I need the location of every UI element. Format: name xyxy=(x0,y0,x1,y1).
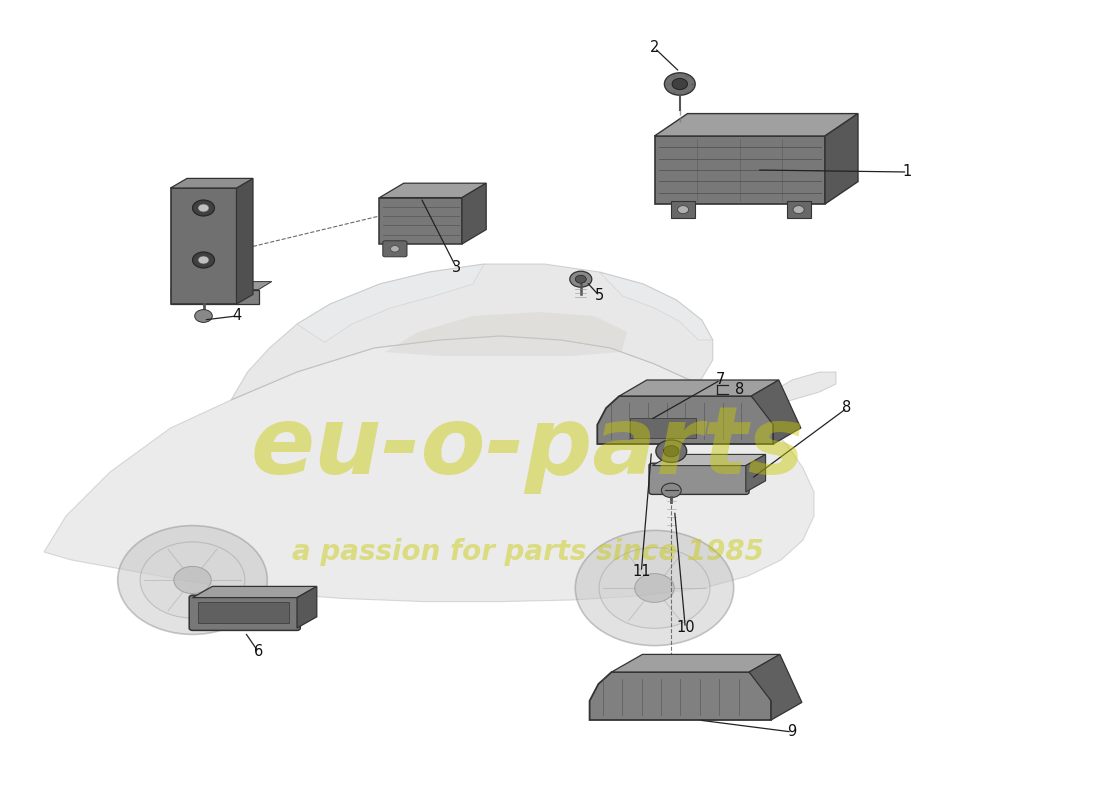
Text: 6: 6 xyxy=(254,645,263,659)
Polygon shape xyxy=(170,282,272,290)
Polygon shape xyxy=(192,586,317,598)
Text: 7: 7 xyxy=(716,373,725,387)
FancyBboxPatch shape xyxy=(170,188,236,304)
Circle shape xyxy=(192,200,215,216)
Polygon shape xyxy=(385,312,627,356)
Polygon shape xyxy=(297,586,317,628)
Circle shape xyxy=(656,440,686,462)
Circle shape xyxy=(575,530,734,646)
Polygon shape xyxy=(612,654,780,672)
Circle shape xyxy=(195,310,212,322)
Text: 4: 4 xyxy=(232,309,241,323)
Circle shape xyxy=(570,271,592,287)
Circle shape xyxy=(192,252,215,268)
Text: 9: 9 xyxy=(788,725,796,739)
FancyBboxPatch shape xyxy=(630,418,696,438)
FancyBboxPatch shape xyxy=(383,241,407,257)
Polygon shape xyxy=(746,454,766,492)
Circle shape xyxy=(140,542,245,618)
Text: 3: 3 xyxy=(452,261,461,275)
Text: 10: 10 xyxy=(676,621,694,635)
Polygon shape xyxy=(825,114,858,204)
Circle shape xyxy=(198,204,209,212)
Polygon shape xyxy=(597,396,773,444)
Circle shape xyxy=(661,483,681,498)
FancyBboxPatch shape xyxy=(170,290,258,304)
Circle shape xyxy=(118,526,267,634)
Polygon shape xyxy=(379,183,486,198)
Text: 2: 2 xyxy=(650,41,659,55)
FancyBboxPatch shape xyxy=(649,463,749,494)
Polygon shape xyxy=(654,114,858,136)
FancyBboxPatch shape xyxy=(786,201,811,218)
Circle shape xyxy=(663,446,679,457)
FancyBboxPatch shape xyxy=(189,595,300,630)
Circle shape xyxy=(198,256,209,264)
Polygon shape xyxy=(764,372,836,408)
Circle shape xyxy=(600,548,710,628)
Polygon shape xyxy=(297,264,484,342)
Polygon shape xyxy=(619,380,779,396)
Circle shape xyxy=(635,574,674,602)
Text: 1: 1 xyxy=(903,165,912,179)
Circle shape xyxy=(793,206,804,214)
FancyBboxPatch shape xyxy=(654,136,825,204)
Circle shape xyxy=(672,78,688,90)
Polygon shape xyxy=(44,336,814,602)
Polygon shape xyxy=(236,178,253,304)
Polygon shape xyxy=(600,272,713,340)
Text: eu-o-parts: eu-o-parts xyxy=(251,402,805,494)
Polygon shape xyxy=(751,380,801,444)
Text: 8: 8 xyxy=(735,382,744,397)
FancyBboxPatch shape xyxy=(671,201,695,218)
Text: a passion for parts since 1985: a passion for parts since 1985 xyxy=(293,538,763,566)
Polygon shape xyxy=(749,654,802,720)
Text: 11: 11 xyxy=(632,565,650,579)
Circle shape xyxy=(664,73,695,95)
Text: 5: 5 xyxy=(595,289,604,303)
FancyBboxPatch shape xyxy=(198,602,289,623)
Polygon shape xyxy=(170,178,253,188)
Polygon shape xyxy=(462,183,486,244)
Circle shape xyxy=(174,566,211,594)
FancyBboxPatch shape xyxy=(379,198,462,244)
Circle shape xyxy=(390,246,399,252)
Polygon shape xyxy=(590,672,771,720)
Polygon shape xyxy=(652,454,766,466)
Text: 8: 8 xyxy=(843,401,851,415)
Circle shape xyxy=(575,275,586,283)
Polygon shape xyxy=(231,264,713,400)
Circle shape xyxy=(678,206,689,214)
